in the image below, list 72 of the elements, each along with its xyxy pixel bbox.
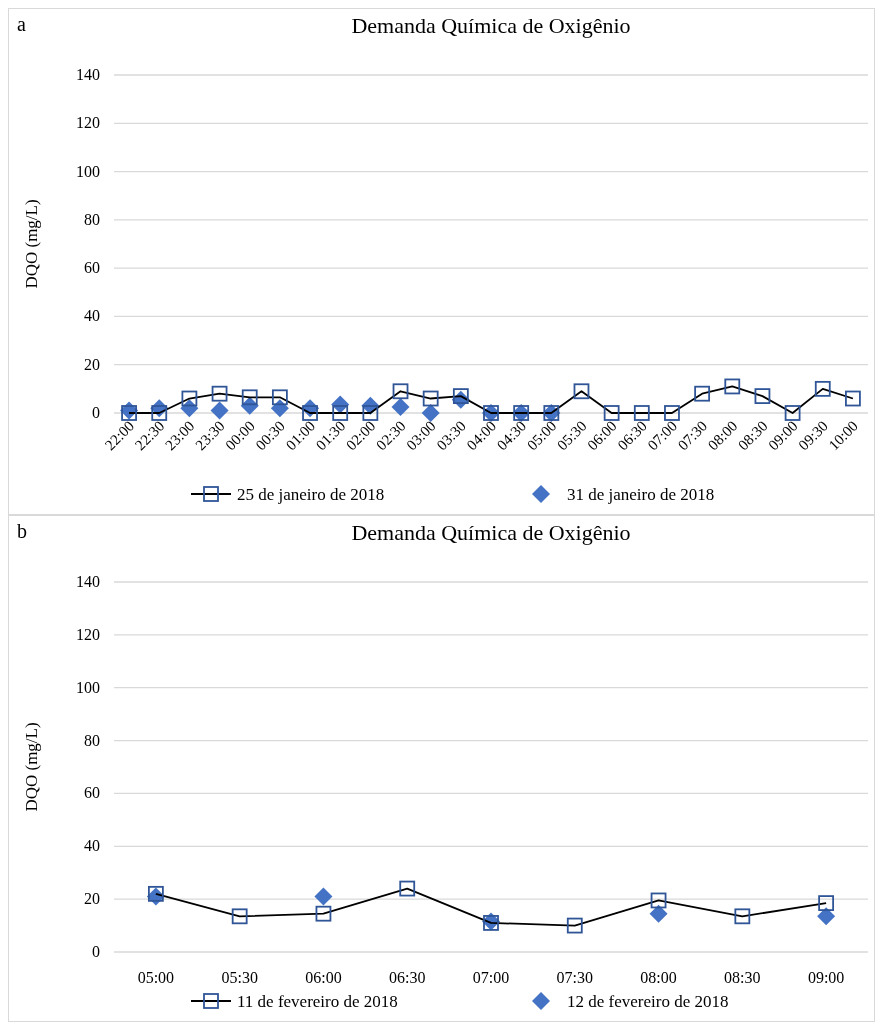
text: b (17, 520, 27, 542)
point (421, 404, 440, 422)
point (391, 397, 410, 416)
point (211, 385, 228, 402)
y-tick-label: 20 (84, 890, 100, 908)
legend-label: 31 de janeiro de 2018 (567, 485, 715, 504)
point (724, 378, 741, 395)
x-tick-label: 08:30 (724, 969, 761, 986)
y-tick-label: 140 (76, 573, 100, 590)
point (147, 885, 164, 902)
point (664, 405, 680, 421)
point (121, 405, 137, 421)
point (362, 405, 379, 421)
point (392, 383, 409, 400)
y-tick-label: 0 (92, 943, 100, 960)
y-tick-label: 60 (84, 784, 100, 802)
point (566, 917, 583, 934)
point (573, 383, 590, 400)
point (784, 405, 801, 421)
point (845, 390, 861, 407)
y-tick-label: 80 (84, 731, 100, 749)
text: a (17, 13, 26, 35)
x-tick-label: 07:30 (556, 969, 593, 986)
point (633, 405, 650, 421)
point (422, 390, 439, 407)
chart-title: Demanda Química de Oxigênio (351, 13, 631, 38)
point (814, 380, 831, 397)
x-tick-label: 06:00 (305, 969, 342, 986)
x-tick-label: 09:00 (807, 969, 845, 986)
y-tick-label: 120 (76, 114, 100, 132)
point (314, 887, 333, 906)
point (302, 405, 318, 421)
point (332, 405, 349, 421)
point (817, 907, 836, 926)
legend-label: 12 de fevereiro de 2018 (567, 992, 729, 1011)
point (181, 390, 198, 407)
point (754, 388, 771, 404)
point (734, 908, 751, 925)
chart-title: Demanda Química de Oxigênio (351, 520, 631, 545)
point (399, 880, 416, 897)
point (649, 904, 668, 923)
x-tick-label: 05:00 (137, 969, 175, 986)
point (452, 388, 469, 404)
y-tick-label: 0 (92, 404, 100, 421)
point (231, 908, 248, 925)
y-tick-label: 40 (84, 837, 100, 855)
point (210, 401, 229, 420)
x-tick-label: 06:30 (389, 969, 426, 986)
point (603, 405, 620, 421)
y-tick-label: 60 (84, 259, 100, 277)
y-axis-title: DQO (mg/L) (22, 199, 41, 289)
point (650, 892, 667, 909)
y-tick-label: 40 (84, 307, 100, 325)
point (694, 385, 711, 402)
x-tick-label: 05:30 (221, 969, 258, 986)
legend-label: 11 de fevereiro de 2018 (237, 992, 398, 1011)
point (151, 405, 168, 421)
y-tick-label: 80 (84, 210, 100, 228)
point (241, 389, 258, 406)
point (315, 905, 332, 922)
point (818, 895, 835, 912)
y-axis-title: DQO (mg/L) (22, 722, 41, 812)
y-tick-label: 140 (76, 66, 100, 83)
point (271, 389, 288, 406)
x-tick-label: 08:00 (640, 969, 677, 986)
y-tick-label: 100 (76, 678, 100, 696)
y-tick-label: 120 (76, 625, 100, 643)
point (180, 399, 199, 418)
x-tick-label: 07:00 (472, 969, 510, 986)
legend-label: 25 de janeiro de 2018 (237, 485, 385, 504)
y-tick-label: 20 (84, 355, 100, 373)
y-tick-label: 100 (76, 162, 100, 180)
